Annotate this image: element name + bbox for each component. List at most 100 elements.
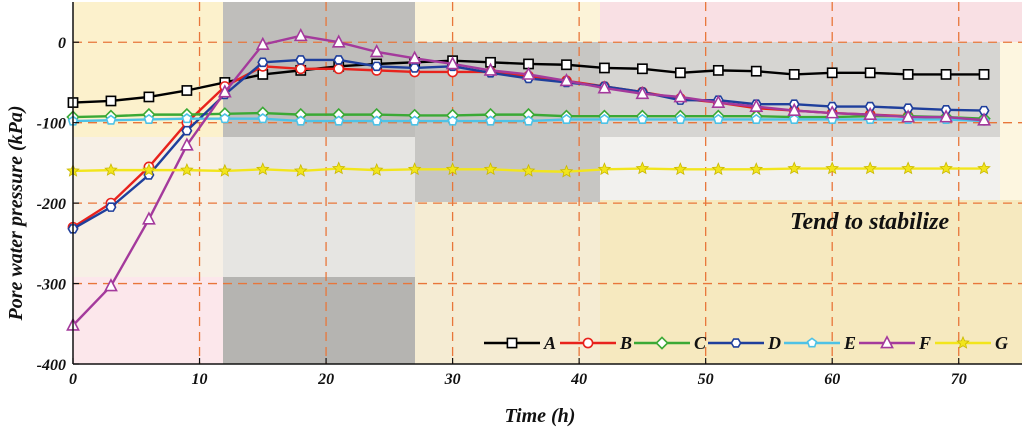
series-F bbox=[66, 27, 991, 331]
data-point bbox=[141, 211, 156, 225]
x-tick-label: 40 bbox=[570, 371, 587, 388]
legend-marker bbox=[956, 335, 970, 349]
data-point bbox=[143, 113, 155, 124]
data-point bbox=[407, 162, 422, 176]
data-point bbox=[104, 162, 118, 176]
data-point bbox=[483, 162, 498, 176]
legend-item: G bbox=[935, 333, 1008, 353]
x-tick-label: 70 bbox=[951, 371, 967, 388]
data-point bbox=[750, 65, 762, 77]
x-tick-label: 60 bbox=[824, 371, 840, 388]
data-point bbox=[977, 112, 991, 126]
data-point bbox=[825, 105, 840, 119]
data-point bbox=[485, 115, 496, 126]
legend-label: F bbox=[918, 333, 931, 353]
axes: 0 10 20 30 40 50 60 70 0 -100 -200 -300 -400 bbox=[37, 2, 1022, 388]
y-tick-label: -300 bbox=[37, 277, 66, 294]
background-panel bbox=[600, 200, 1022, 364]
data-point bbox=[181, 85, 193, 96]
data-point bbox=[409, 115, 420, 126]
data-point bbox=[409, 63, 421, 73]
data-point bbox=[978, 105, 990, 116]
data-point bbox=[561, 59, 572, 71]
data-point bbox=[750, 113, 762, 124]
data-point bbox=[407, 50, 422, 64]
data-point bbox=[218, 163, 232, 177]
x-tick-label: 50 bbox=[698, 371, 714, 388]
y-tick-label: -400 bbox=[37, 357, 66, 374]
data-point bbox=[561, 113, 572, 124]
data-point bbox=[635, 85, 650, 100]
data-point bbox=[826, 67, 838, 79]
data-point bbox=[674, 67, 686, 79]
x-axis-title: Time (h) bbox=[505, 405, 576, 427]
data-point bbox=[105, 202, 117, 212]
data-point bbox=[939, 109, 954, 123]
data-point bbox=[901, 161, 915, 175]
grid-lines bbox=[73, 2, 1022, 364]
data-point bbox=[864, 67, 876, 79]
data-point bbox=[559, 164, 574, 178]
data-point bbox=[256, 162, 270, 176]
data-point bbox=[636, 63, 648, 75]
legend-item: F bbox=[859, 333, 931, 353]
data-point bbox=[711, 94, 726, 108]
data-point bbox=[902, 103, 914, 113]
data-point bbox=[371, 115, 382, 126]
data-point bbox=[483, 62, 498, 76]
legend: A B C D E F G bbox=[484, 333, 1008, 353]
annotation-text: Tend to stabilize bbox=[790, 209, 949, 235]
data-point bbox=[181, 113, 193, 124]
data-point bbox=[142, 162, 156, 176]
data-point bbox=[863, 161, 877, 175]
y-tick-label: -200 bbox=[37, 196, 66, 213]
data-point bbox=[939, 161, 953, 175]
data-point bbox=[445, 162, 460, 176]
data-point bbox=[521, 66, 536, 80]
data-point bbox=[749, 98, 764, 112]
x-tick-label: 30 bbox=[444, 371, 461, 388]
data-point bbox=[371, 61, 383, 72]
data-point bbox=[788, 69, 800, 80]
data-point bbox=[295, 63, 307, 75]
data-point bbox=[597, 162, 612, 176]
background-panel bbox=[600, 2, 1022, 42]
series-G bbox=[66, 161, 991, 178]
legend-label: G bbox=[995, 333, 1008, 353]
legend-label: B bbox=[619, 333, 632, 353]
data-point bbox=[977, 161, 991, 175]
data-point bbox=[257, 57, 269, 68]
data-point bbox=[104, 278, 118, 292]
data-point bbox=[559, 73, 574, 87]
data-point bbox=[673, 162, 688, 176]
data-point bbox=[180, 162, 194, 176]
data-point bbox=[749, 162, 764, 176]
data-point bbox=[181, 125, 193, 136]
data-point bbox=[902, 69, 914, 80]
data-point bbox=[787, 161, 802, 175]
data-point bbox=[293, 27, 308, 42]
legend-item: A bbox=[484, 333, 556, 353]
data-point bbox=[712, 64, 724, 76]
background-panel bbox=[73, 137, 223, 277]
data-point bbox=[788, 113, 800, 124]
x-tick-label: 10 bbox=[192, 371, 208, 388]
data-point bbox=[635, 161, 650, 175]
legend-marker bbox=[730, 338, 742, 348]
legend-item: D bbox=[708, 333, 781, 353]
legend-label: A bbox=[543, 333, 556, 353]
series-lines bbox=[66, 27, 991, 331]
data-point bbox=[978, 69, 990, 80]
data-point bbox=[333, 115, 345, 126]
data-point bbox=[901, 109, 916, 123]
data-point bbox=[179, 137, 194, 151]
data-point bbox=[105, 95, 117, 107]
legend-marker bbox=[806, 337, 818, 348]
data-point bbox=[295, 55, 307, 65]
data-point bbox=[523, 115, 534, 126]
background-panel bbox=[415, 2, 600, 42]
data-point bbox=[787, 102, 802, 116]
data-point bbox=[369, 162, 384, 176]
data-point bbox=[599, 113, 610, 124]
